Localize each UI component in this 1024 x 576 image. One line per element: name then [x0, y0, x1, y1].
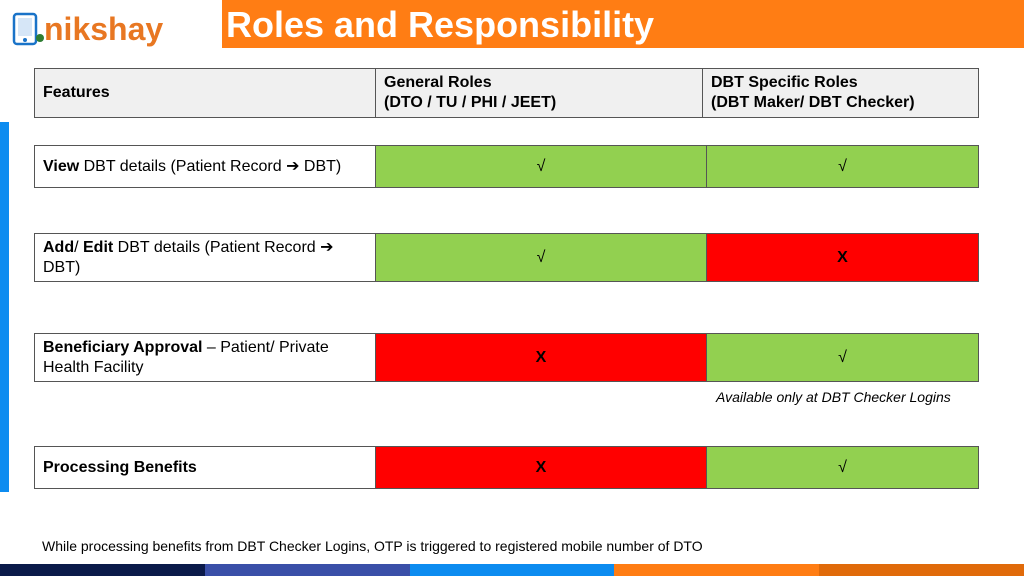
header-table: Features General Roles (DTO / TU / PHI /… [34, 68, 979, 118]
feature-bold-edit: Edit [83, 238, 114, 256]
general-allowed-cell: √ [375, 233, 707, 282]
dbt-denied-cell: X [706, 233, 979, 282]
bottom-color-bar [0, 564, 1024, 576]
row-processing-benefits: Processing Benefits X √ [34, 446, 979, 489]
nikshay-logo-icon: nikshay [12, 11, 163, 47]
left-accent-bar [0, 122, 9, 492]
feature-tail: DBT) [43, 258, 81, 276]
feature-text: DBT details (Patient Record [113, 238, 321, 256]
feature-tail: DBT) [299, 157, 342, 175]
arrow-icon: ➔ [286, 157, 300, 175]
title-bar: Roles and Responsibility [222, 0, 1024, 48]
dbt-allowed-cell: √ [706, 145, 979, 188]
arrow-icon: ➔ [320, 238, 334, 256]
general-denied-cell: X [375, 446, 707, 489]
feature-bold-add: Add [43, 238, 75, 256]
header-dbt-line1: DBT Specific Roles [711, 74, 858, 91]
general-allowed-cell: √ [375, 145, 707, 188]
header-features: Features [34, 68, 376, 118]
header-dbt-roles: DBT Specific Roles (DBT Maker/ DBT Check… [702, 68, 979, 118]
dbt-allowed-cell: √ [706, 333, 979, 382]
checker-only-note: Available only at DBT Checker Logins [716, 389, 951, 405]
header-general-line2: (DTO / TU / PHI / JEET) [384, 94, 557, 111]
feature-cell: View DBT details (Patient Record ➔ DBT) [34, 145, 376, 188]
row-view-dbt: View DBT details (Patient Record ➔ DBT) … [34, 145, 979, 188]
dbt-allowed-cell: √ [706, 446, 979, 489]
row-add-edit-dbt: Add/ Edit DBT details (Patient Record ➔ … [34, 233, 979, 282]
logo-text: nikshay [44, 11, 163, 47]
nikshay-logo: nikshay [10, 6, 170, 56]
feature-bold: View [43, 157, 80, 175]
general-denied-cell: X [375, 333, 707, 382]
otp-footer-note: While processing benefits from DBT Check… [42, 538, 703, 554]
feature-sep: / [74, 238, 83, 256]
header-dbt-line2: (DBT Maker/ DBT Checker) [711, 94, 915, 111]
feature-text: DBT details (Patient Record [79, 157, 287, 175]
feature-bold: Processing Benefits [43, 458, 197, 476]
feature-cell: Beneficiary Approval – Patient/ Private … [34, 333, 376, 382]
feature-text: – Patient/ Private Health Facility [43, 338, 329, 376]
feature-cell: Add/ Edit DBT details (Patient Record ➔ … [34, 233, 376, 282]
bottom-bar-segment [409, 564, 615, 576]
header-general-roles: General Roles (DTO / TU / PHI / JEET) [375, 68, 703, 118]
bottom-bar-segment [204, 564, 410, 576]
row-beneficiary-approval: Beneficiary Approval – Patient/ Private … [34, 333, 979, 382]
bottom-bar-segment [614, 564, 820, 576]
page-title: Roles and Responsibility [226, 4, 655, 45]
bottom-bar-segment [0, 564, 205, 576]
feature-cell: Processing Benefits [34, 446, 376, 489]
header-general-line1: General Roles [384, 74, 492, 91]
feature-bold: Beneficiary Approval [43, 338, 203, 356]
bottom-bar-segment [819, 564, 1024, 576]
